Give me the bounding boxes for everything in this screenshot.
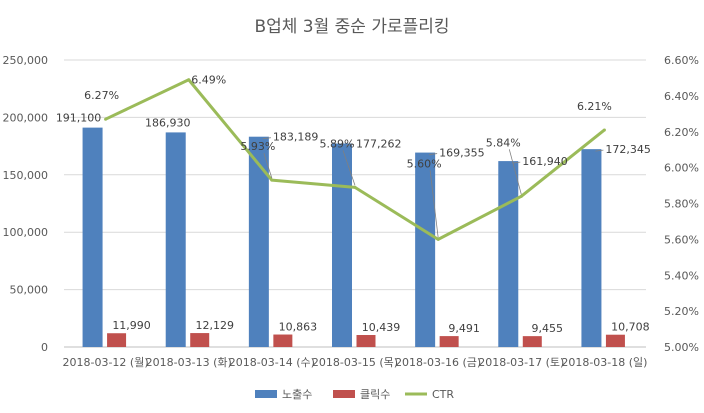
- leader-line: [595, 149, 604, 152]
- data-label-impressions: 161,940: [522, 155, 568, 168]
- bar-impressions: [248, 136, 269, 347]
- data-label-clicks: 9,491: [448, 322, 480, 335]
- ctr-point: [353, 185, 357, 189]
- data-label-ctr: 6.49%: [191, 74, 226, 87]
- data-label-clicks: 9,455: [532, 322, 564, 335]
- legend: 노출수 클릭수 CTR: [255, 388, 454, 401]
- leader-line: [512, 161, 521, 164]
- bar-impressions: [581, 149, 602, 347]
- data-label-impressions: 172,345: [605, 143, 651, 156]
- x-tick-label: 2018-03-17 (토): [478, 356, 564, 369]
- y-right-tick-label: 5.20%: [664, 305, 699, 318]
- gridlines: [64, 59, 646, 348]
- bar-clicks: [356, 335, 376, 347]
- data-label-impressions: 186,930: [145, 116, 191, 129]
- y-right-tick-label: 6.40%: [664, 90, 699, 103]
- leader-line: [429, 170, 439, 238]
- data-label-ctr: 5.89%: [320, 137, 355, 150]
- data-label-ctr: 5.60%: [407, 157, 442, 170]
- ctr-point: [187, 78, 191, 82]
- data-label-clicks: 10,708: [611, 321, 650, 334]
- y-right-tick-label: 5.60%: [664, 233, 699, 246]
- ctr-point: [270, 178, 274, 182]
- y-right-tick-label: 6.20%: [664, 126, 699, 139]
- y-axis-right: 5.00% 5.20% 5.40% 5.60% 5.80% 6.00% 6.20% 6.40%…: [664, 54, 699, 354]
- y-right-tick-label: 5.00%: [664, 341, 699, 354]
- data-label-impressions: 191,100: [56, 112, 102, 125]
- data-label-impressions: 169,355: [439, 147, 485, 160]
- leader-line: [342, 150, 356, 186]
- data-label-ctr: 5.84%: [486, 136, 521, 149]
- data-label-impressions: 177,262: [356, 138, 402, 151]
- x-tick-label: 2018-03-13 (화): [146, 356, 232, 369]
- bar-impressions: [82, 127, 103, 347]
- y-left-tick-label: 0: [41, 341, 48, 354]
- x-tick-label: 2018-03-15 (목): [312, 356, 398, 369]
- legend-label: CTR: [432, 388, 454, 401]
- bar-impressions: [415, 152, 436, 347]
- y-left-tick-label: 250,000: [3, 54, 49, 67]
- data-label-ctr: 6.27%: [84, 89, 119, 102]
- x-tick-label: 2018-03-14 (수): [229, 356, 315, 369]
- bar-clicks: [439, 336, 459, 347]
- leader-line: [263, 153, 273, 179]
- data-label-clicks: 10,863: [279, 321, 318, 334]
- ctr-point: [104, 117, 108, 121]
- leader-line: [508, 149, 522, 195]
- y-left-tick-label: 150,000: [3, 169, 49, 182]
- ctr-point: [436, 237, 440, 241]
- data-label-clicks: 12,129: [195, 319, 234, 332]
- data-label-ctr: 5.93%: [240, 140, 275, 153]
- bar-clicks: [273, 334, 293, 347]
- legend-swatch: [333, 390, 355, 398]
- leader-line: [345, 144, 355, 146]
- y-left-tick-label: 200,000: [3, 111, 49, 124]
- leader-line: [429, 153, 438, 155]
- data-label-ctr: 6.21%: [577, 100, 612, 113]
- bar-impressions: [332, 143, 352, 347]
- data-label-impressions: 183,189: [273, 131, 319, 144]
- data-label-clicks: 11,990: [112, 319, 151, 332]
- y-right-tick-label: 5.80%: [664, 198, 699, 211]
- x-tick-label: 2018-03-16 (금): [395, 356, 481, 369]
- y-right-tick-label: 6.60%: [664, 54, 699, 67]
- leader-line: [262, 137, 271, 140]
- y-right-tick-label: 5.40%: [664, 269, 699, 282]
- x-tick-label: 2018-03-12 (월): [63, 356, 149, 369]
- legend-label: 노출수: [282, 388, 312, 401]
- bars: [82, 127, 625, 347]
- legend-label: 클릭수: [360, 388, 390, 401]
- data-label-clicks: 10,439: [362, 321, 401, 334]
- y-left-tick-label: 100,000: [3, 226, 49, 239]
- y-right-tick-label: 6.00%: [664, 162, 699, 175]
- ctr-point: [602, 128, 606, 132]
- bar-clicks: [107, 333, 127, 347]
- bar-impressions: [165, 132, 186, 347]
- bar-impressions: [498, 161, 519, 347]
- data-labels: 11,990 12,129 10,863 10,439 9,491 9,455 10,708…: [56, 74, 651, 335]
- y-left-tick-label: 50,000: [10, 284, 49, 297]
- x-tick-label: 2018-03-18 (일): [561, 355, 647, 369]
- bar-clicks: [605, 334, 625, 347]
- chart-title: B업체 3월 중순 가로플리킹: [254, 17, 449, 37]
- bar-clicks: [190, 333, 210, 347]
- x-axis: 2018-03-12 (월)2018-03-13 (화)2018-03-14 (…: [63, 346, 647, 369]
- bar-clicks: [522, 336, 542, 347]
- ctr-point: [519, 194, 523, 198]
- y-axis-left: 0 50,000 100,000 150,000 200,000 250,000: [3, 54, 49, 354]
- ctr-line: [104, 78, 606, 241]
- legend-swatch: [255, 390, 277, 398]
